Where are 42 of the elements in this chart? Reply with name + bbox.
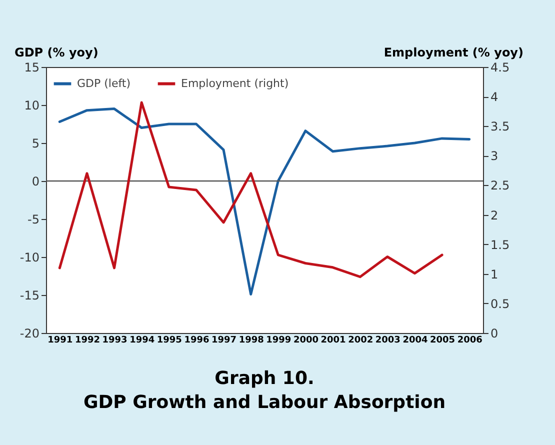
line-series	[58, 101, 444, 278]
text: GDP Growth and Labour Absorption	[83, 392, 446, 413]
y-tick-label: -20	[20, 326, 40, 340]
y-axis-title: GDP (% yoy)	[14, 46, 98, 60]
y-tick-label: 0	[32, 174, 40, 188]
x-tick-label: 1993	[102, 336, 128, 346]
y-tick-label: -5	[28, 212, 40, 226]
x-tick-label: 1999	[266, 336, 292, 346]
x-tick-label: 1991	[48, 336, 73, 346]
y2-tick-label: 1.5	[490, 238, 510, 252]
y2-tick-label: 0.5	[490, 296, 510, 311]
legend-label: Employment (right)	[181, 76, 289, 90]
x-tick-label: 1998	[238, 336, 264, 346]
legend-label: GDP (left)	[77, 76, 131, 90]
y2-tick-label: 0	[490, 326, 498, 340]
x-tick-label: 1995	[156, 336, 182, 346]
y2-tick-label: 3	[490, 149, 498, 164]
x-tick-label: 2006	[457, 336, 482, 346]
x-tick-label: 1994	[130, 336, 155, 346]
y2-tick-label: 2.5	[490, 178, 510, 193]
y-tick-label: -15	[20, 288, 40, 302]
y-tick-label: 5	[32, 136, 40, 150]
text: Graph 10.	[214, 368, 314, 389]
y2-tick-label: 2	[490, 208, 498, 222]
x-tick-label: 1996	[184, 336, 210, 346]
y2-tick-label: 3.5	[490, 120, 510, 134]
x-tick-label: 2003	[375, 336, 400, 346]
y2-axis-title: Employment (% yoy)	[384, 46, 524, 60]
y-tick-label: 10	[24, 98, 40, 112]
x-tick-label: 2004	[402, 336, 428, 346]
y2-tick-label: 4.5	[490, 60, 510, 74]
y2-tick-label: 4	[490, 90, 498, 104]
line-series	[58, 108, 471, 296]
x-tick-label: 1992	[74, 336, 100, 346]
x-tick-label: 2001	[320, 336, 346, 346]
y2-tick-label: 1	[490, 267, 498, 282]
y-tick-label: 15	[24, 60, 40, 74]
x-tick-label: 2000	[293, 336, 318, 346]
x-tick-label: 2005	[430, 336, 456, 346]
y-tick-label: -10	[20, 250, 40, 264]
x-tick-label: 1997	[212, 336, 237, 346]
x-tick-label: 2002	[348, 336, 374, 346]
